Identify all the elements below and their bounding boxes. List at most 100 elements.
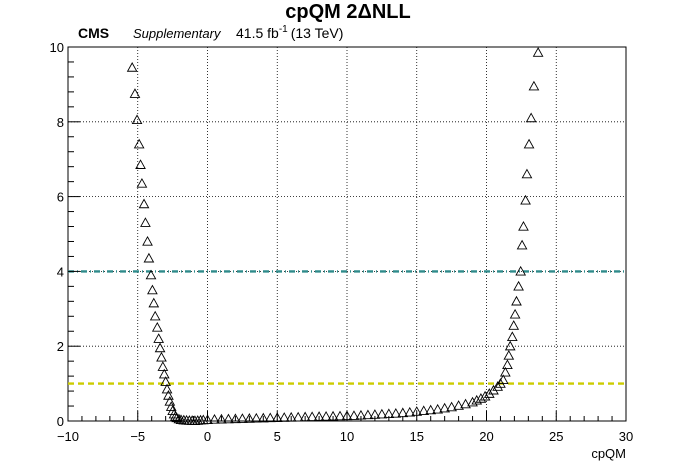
data-point	[497, 374, 509, 384]
data-point	[520, 194, 531, 205]
lumi-exponent: -1	[279, 24, 288, 35]
data-point	[532, 47, 544, 57]
data-point	[165, 401, 177, 411]
data-point	[136, 177, 148, 188]
data-points	[126, 47, 544, 425]
data-point	[306, 411, 318, 422]
y-tick-label: 4	[57, 264, 64, 279]
data-point	[348, 410, 360, 420]
data-point	[502, 359, 513, 370]
data-point	[173, 413, 185, 424]
lumi-label: 41.5 fb-1 (13 TeV)	[236, 24, 343, 41]
data-point	[257, 412, 269, 423]
data-point	[475, 393, 487, 403]
data-point	[142, 235, 153, 246]
data-point	[148, 297, 160, 308]
data-point	[504, 340, 516, 351]
x-tick-label: 15	[410, 429, 424, 444]
data-point	[390, 407, 402, 418]
data-point	[513, 280, 524, 291]
data-point	[376, 408, 388, 419]
data-point	[154, 342, 166, 353]
data-point	[483, 388, 495, 398]
reference-lines	[68, 270, 626, 385]
data-point	[140, 217, 151, 227]
data-point	[320, 410, 332, 421]
data-point	[518, 220, 529, 231]
data-point	[285, 411, 297, 422]
y-tick-label: 6	[57, 190, 64, 205]
data-point	[362, 409, 374, 420]
data-point	[153, 333, 165, 343]
data-point	[313, 411, 325, 421]
x-tick-label: 30	[619, 429, 633, 444]
data-point	[355, 409, 367, 420]
data-point	[271, 412, 283, 422]
data-point	[292, 411, 304, 422]
data-point	[334, 410, 346, 421]
data-point	[216, 413, 227, 424]
data-point	[341, 410, 353, 421]
data-point	[528, 80, 540, 91]
data-point	[202, 414, 213, 425]
data-point	[223, 413, 234, 424]
data-point	[135, 159, 146, 169]
grid	[68, 47, 626, 421]
data-point	[129, 88, 141, 98]
data-point	[147, 284, 158, 295]
x-tick-label: 25	[549, 429, 563, 444]
data-point	[453, 400, 464, 410]
data-point	[525, 112, 537, 123]
supplementary-label: Supplementary	[133, 26, 222, 41]
data-point	[138, 198, 150, 209]
energy-label: (13 TeV)	[291, 25, 344, 41]
data-point	[157, 361, 169, 371]
data-point	[492, 381, 504, 391]
tick-labels: −10 −5 0 5 10 15 20 25 30 0 2 4 6 8 10	[50, 40, 634, 444]
data-point	[425, 404, 437, 415]
data-point	[327, 410, 339, 421]
data-point	[143, 252, 155, 263]
data-point	[460, 398, 471, 409]
data-point	[209, 413, 220, 424]
x-tick-label: −10	[57, 429, 79, 444]
data-point	[523, 138, 535, 149]
data-point	[383, 408, 395, 419]
data-point	[509, 308, 521, 319]
data-point	[397, 407, 409, 418]
data-point	[506, 331, 518, 341]
x-tick-label: 0	[204, 429, 211, 444]
x-tick-label: 10	[340, 429, 354, 444]
data-point	[467, 396, 478, 407]
data-point	[516, 239, 528, 250]
data-point	[149, 310, 161, 321]
x-tick-label: 5	[274, 429, 281, 444]
data-point	[471, 394, 483, 405]
lumi-value: 41.5 fb	[236, 25, 279, 41]
data-point	[250, 412, 262, 423]
data-point	[515, 265, 527, 276]
chart-title: cpQM 2ΔNLL	[285, 1, 411, 23]
data-point	[278, 412, 290, 422]
data-point	[521, 168, 533, 179]
data-point	[171, 412, 183, 423]
data-point	[479, 390, 491, 401]
data-point	[145, 269, 157, 280]
data-point	[499, 366, 511, 377]
data-point	[369, 409, 381, 419]
data-point	[151, 321, 163, 332]
data-point	[411, 406, 423, 416]
data-point	[508, 320, 520, 330]
data-point	[126, 62, 138, 72]
data-point	[446, 401, 457, 412]
data-point	[156, 351, 167, 362]
axis-ticks	[67, 46, 627, 422]
data-point	[404, 406, 416, 417]
y-tick-label: 10	[50, 40, 64, 55]
data-point	[160, 376, 172, 386]
cms-label: CMS	[78, 25, 109, 41]
data-point	[503, 350, 515, 360]
data-point	[133, 138, 145, 149]
